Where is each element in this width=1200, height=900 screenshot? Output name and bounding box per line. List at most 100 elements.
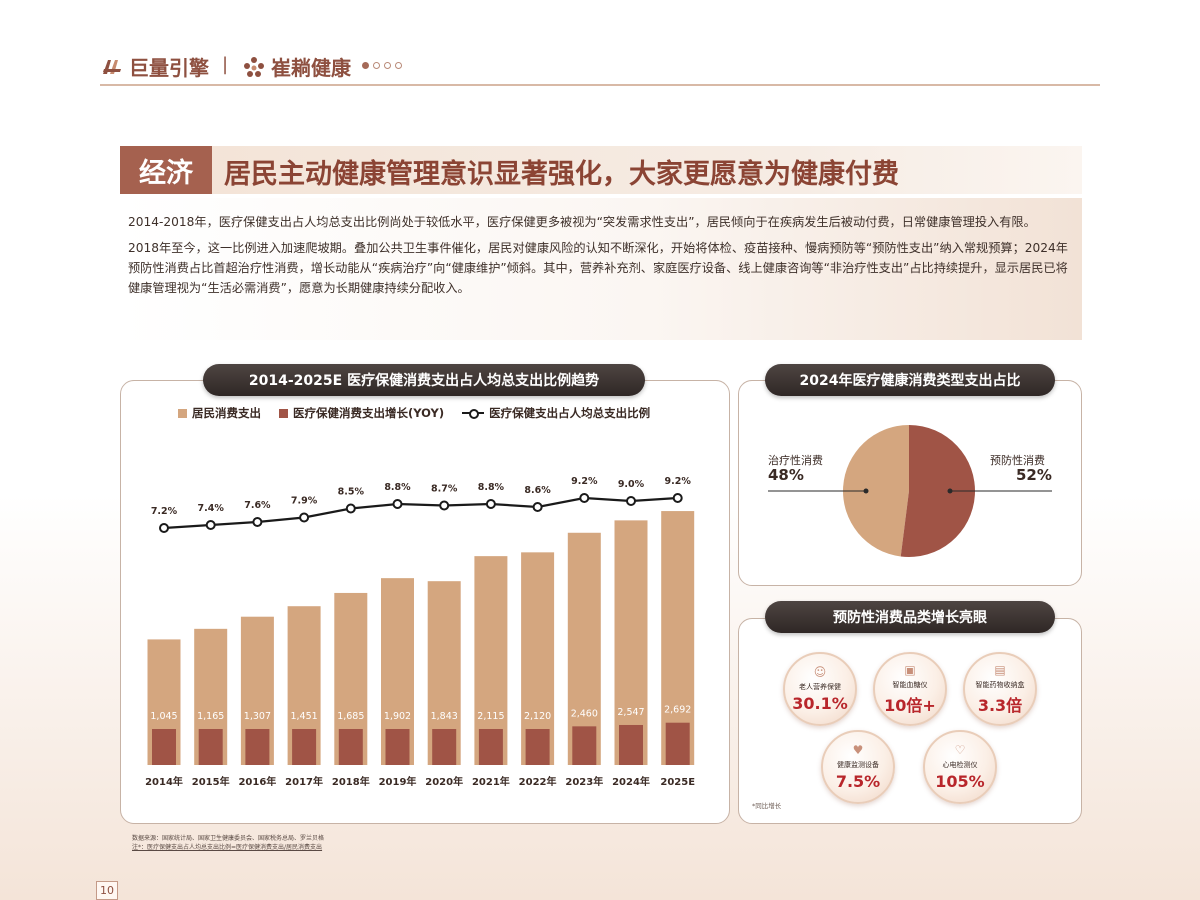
x-tick-label: 2016年 (238, 775, 276, 788)
health-logo-icon (244, 56, 264, 77)
page-number: 10 (96, 881, 118, 900)
badge-value: 30.1% (792, 694, 848, 713)
elderly-icon: ☺ (813, 665, 827, 679)
badge-name: 智能药物收纳盒 (975, 680, 1025, 689)
bar-healthcare (292, 729, 317, 765)
growth-badge-elderly: ☺ 老人营养保健 30.1% (783, 652, 857, 726)
growth-footnote: *同比增长 (752, 802, 782, 810)
ratio-line (163, 496, 678, 530)
legend-label: 医疗保健支出占人均总支出比例 (489, 406, 651, 420)
pie-slice-treatment (842, 425, 909, 557)
trend-chart: 1,045 2014年 1,165 2015年 1,307 2016年 1,451 2017年… (145, 476, 695, 788)
section-tag: 经济 (120, 146, 212, 194)
ratio-label: 7.6% (244, 500, 271, 511)
heart-monitor-icon: ♥ (852, 743, 864, 757)
ratio-label: 8.8% (478, 482, 505, 493)
pie-chart-title: 2024年医疗健康消费类型支出占比 (765, 364, 1055, 396)
pie-label-prevention: 预防性消费 (990, 454, 1045, 467)
badge-value: 3.3倍 (977, 695, 1023, 715)
x-tick-label: 2020年 (425, 775, 463, 788)
pie-pct-treatment: 48% (768, 466, 804, 484)
brand-name-health: 崔耥健康 (271, 56, 351, 80)
page-header: 巨量引擎 | 崔耥健康 (100, 50, 1100, 86)
bar-healthcare (525, 729, 550, 765)
bar-value-label: 2,120 (524, 711, 551, 722)
source-note: 数据来源：国家统计局、国家卫生健康委员会、国家税务总局、罗兰贝格 注*：医疗保健… (132, 834, 324, 852)
ratio-point (439, 500, 450, 511)
x-tick-label: 2018年 (332, 775, 370, 788)
glucose-meter-icon: ▣ (904, 662, 916, 677)
bar-healthcare (572, 726, 597, 765)
bar-value-label: 2,460 (571, 708, 598, 719)
page-dot (384, 62, 391, 69)
ratio-point (252, 517, 263, 527)
bar-healthcare (245, 729, 270, 765)
bar-value-label: 1,307 (244, 711, 271, 722)
legend-item-ratio: 医疗保健支出占人均总支出比例 (462, 405, 650, 421)
legend-swatch-dark (279, 408, 288, 418)
page-dot-active (362, 62, 369, 69)
ratio-label: 7.9% (291, 496, 318, 507)
x-tick-label: 2022年 (519, 775, 557, 788)
badge-name: 健康监测设备 (837, 761, 879, 769)
bar-value-label: 1,685 (337, 711, 364, 722)
ratio-point (205, 520, 216, 530)
section-title-bar: 经济 居民主动健康管理意识显著强化，大家更愿意为健康付费 (120, 146, 1082, 194)
trend-chart-title: 2014-2025E 医疗保健消费支出占人均总支出比例趋势 (203, 364, 645, 396)
pie-leader-dot (863, 488, 869, 494)
ecg-icon: ♡ (954, 743, 966, 757)
intro-paragraph-2: 2018年至今，这一比例进入加速爬坡期。叠加公共卫生事件催化，居民对健康风险的认… (128, 241, 1068, 295)
bar-value-label: 1,451 (290, 711, 317, 722)
badge-name: 老人营养保健 (799, 683, 841, 691)
intro-paragraph-1: 2014-2018年，医疗保健支出占人均总支出比例尚处于较低水平，医疗保健更多被… (128, 215, 1036, 229)
bar-value-label: 2,115 (477, 711, 504, 722)
pie-label-treatment: 治疗性消费 (768, 454, 823, 467)
brand-logo-health: 崔耥健康 (242, 52, 351, 81)
ratio-label: 8.6% (524, 485, 551, 496)
badge-value: 105% (935, 772, 985, 791)
x-tick-label: 2019年 (379, 775, 417, 788)
bar-healthcare (152, 729, 176, 765)
page-dot (373, 62, 380, 69)
legend-swatch-light (178, 408, 187, 418)
bar-value-label: 2,547 (617, 707, 644, 718)
ratio-point (345, 503, 356, 514)
page-dot (395, 62, 402, 69)
growth-panel-title: 预防性消费品类增长亮眼 (765, 601, 1055, 633)
bar-value-label: 1,045 (150, 711, 177, 722)
badge-name: 心电检测仪 (942, 761, 978, 769)
growth-badge-monitor: ♥ 健康监测设备 7.5% (821, 730, 895, 804)
bar-healthcare (478, 729, 503, 765)
badge-name: 智能血糖仪 (892, 680, 928, 689)
x-tick-label: 2023年 (565, 775, 603, 788)
ratio-label: 8.5% (338, 487, 365, 498)
ratio-label: 8.8% (384, 482, 411, 493)
pie-slice-prevention (900, 425, 975, 557)
page-title: 居民主动健康管理意识显著强化，大家更愿意为健康付费 (224, 159, 899, 190)
ratio-point (159, 523, 169, 533)
ratio-point (672, 493, 683, 503)
bar-healthcare (665, 722, 690, 765)
pie-chart (768, 425, 1052, 557)
bar-value-label: 2,692 (664, 705, 691, 716)
pill-box-icon: ▤ (994, 662, 1006, 677)
logo-separator: | (222, 54, 229, 75)
pie-pct-prevention: 52% (1016, 466, 1052, 484)
bar-healthcare (432, 729, 457, 765)
badge-value: 10倍+ (884, 695, 936, 715)
ratio-point (579, 493, 590, 503)
legend-item-healthcare: 医疗保健消费支出增长(YOY) (279, 405, 444, 421)
pie-leader-dot (947, 488, 953, 494)
ratio-point (485, 499, 496, 509)
ratio-label: 7.2% (151, 506, 178, 517)
ratio-point (299, 512, 310, 523)
chart-legend: 居民消费支出 医疗保健消费支出增长(YOY) 医疗保健支出占人均总支出比例 (178, 405, 650, 421)
ratio-label: 8.7% (431, 484, 458, 495)
ratio-point (626, 496, 636, 506)
ratio-label: 7.4% (198, 503, 225, 514)
legend-label: 居民消费支出 (192, 406, 261, 420)
growth-badge-glucose: ▣ 智能血糖仪 10倍+ (873, 652, 947, 726)
x-tick-label: 2015年 (192, 775, 230, 788)
ratio-label: 9.2% (571, 476, 598, 487)
brand-logo-juliang: 巨量引擎 (100, 52, 209, 81)
